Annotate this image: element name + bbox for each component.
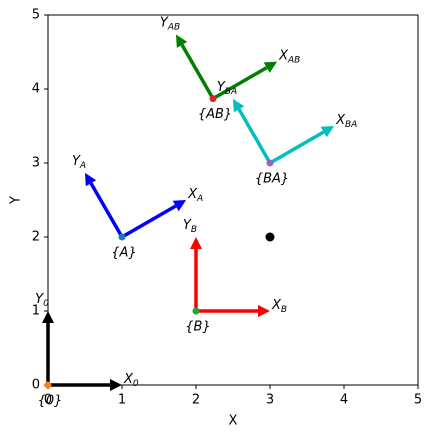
y-axis-label: Y [9, 196, 24, 205]
y-axis-arrow-head [42, 311, 54, 323]
axis-name-sub: B [191, 225, 197, 235]
axis-name: YAB [160, 15, 180, 32]
axis-name-sub: BA [345, 120, 357, 130]
y-axis-arrow-head [190, 237, 202, 249]
frame-origin [209, 95, 217, 103]
axis-name: XBA [335, 113, 357, 130]
frame-name: {A} [111, 246, 136, 261]
axis-name: XA [187, 187, 203, 204]
y-tick-label: 0 [32, 378, 40, 393]
axis-name-main: Y [72, 153, 81, 168]
frame-name: {AB} [198, 107, 232, 122]
y-axis-arrow-head [176, 34, 188, 48]
y-axis-arrow [233, 98, 272, 164]
frame-origin [44, 381, 52, 389]
x-axis-arrow-shaft [121, 204, 177, 239]
axis-name-main: Y [217, 79, 226, 94]
point [265, 232, 275, 242]
x-axis-label: X [229, 414, 238, 429]
y-axis-arrow-shaft [89, 182, 124, 238]
x-tick-label: 1 [118, 393, 126, 408]
x-axis-arrow [196, 305, 270, 317]
y-tick-label: 3 [32, 156, 40, 171]
x-axis-arrow-head [263, 61, 278, 73]
plot-frame [47, 14, 419, 386]
y-axis-arrow [190, 237, 202, 311]
x-axis-arrow-shaft [269, 130, 325, 165]
axis-name-sub: BA [225, 86, 237, 96]
frame-origin [118, 233, 126, 241]
y-axis-arrow [176, 34, 215, 100]
frame-name: {B} [185, 320, 210, 335]
y-axis-arrow-shaft [180, 44, 215, 100]
y-axis-arrow [42, 311, 54, 385]
axis-name-main: Y [160, 15, 169, 30]
axis-name: YBA [217, 79, 237, 96]
x-tick-label: 4 [340, 393, 348, 408]
y-axis-arrow-head [233, 98, 245, 113]
axis-name-sub: 0 [133, 379, 139, 389]
axis-name-main: X [335, 113, 346, 128]
frame-name: {0} [38, 394, 63, 409]
y-axis-arrow [85, 172, 124, 238]
axis-name-main: Y [183, 218, 192, 233]
axis-name-sub: A [79, 160, 86, 170]
axis-name-main: Y [35, 292, 44, 307]
y-tick-label: 4 [32, 82, 40, 97]
axis-name: YB [183, 218, 197, 235]
x-axis-arrow-shaft [212, 66, 268, 101]
axis-name: XAB [278, 48, 300, 65]
x-axis-arrow [121, 200, 187, 239]
x-axis-arrow-head [172, 200, 187, 212]
axis-name: X0 [123, 372, 139, 389]
axis-name-sub: B [281, 305, 287, 315]
y-axis-arrow-shaft [237, 108, 272, 164]
axis-name: XB [271, 298, 287, 315]
x-tick-label: 0 [44, 393, 52, 408]
axis-name-main: X [278, 48, 289, 63]
y-tick-label: 1 [32, 304, 40, 319]
x-tick-label: 5 [414, 393, 422, 408]
axis-name: Y0 [35, 292, 49, 309]
x-axis-arrow [212, 61, 278, 101]
x-tick-label: 2 [192, 393, 200, 408]
axis-name-main: X [123, 372, 134, 387]
x-axis-arrow [48, 379, 122, 391]
axis-name: YA [72, 153, 86, 170]
y-axis-arrow-head [85, 172, 97, 187]
axis-name-sub: 0 [43, 299, 49, 309]
x-axis-arrow [269, 126, 335, 165]
frame-origin [266, 159, 274, 167]
x-tick-label: 3 [266, 393, 274, 408]
y-tick-label: 2 [32, 230, 40, 245]
axis-name-sub: AB [287, 55, 300, 65]
frame-origin [192, 307, 200, 315]
axis-name-main: X [271, 298, 282, 313]
x-axis-arrow-head [258, 305, 270, 317]
x-axis-arrow-head [110, 379, 122, 391]
x-axis-arrow-head [320, 126, 335, 138]
y-tick-label: 5 [32, 8, 40, 23]
frame-name: {BA} [255, 172, 289, 187]
axis-name-main: X [187, 187, 198, 202]
axis-name-sub: AB [167, 22, 180, 32]
axis-name-sub: A [196, 194, 203, 204]
